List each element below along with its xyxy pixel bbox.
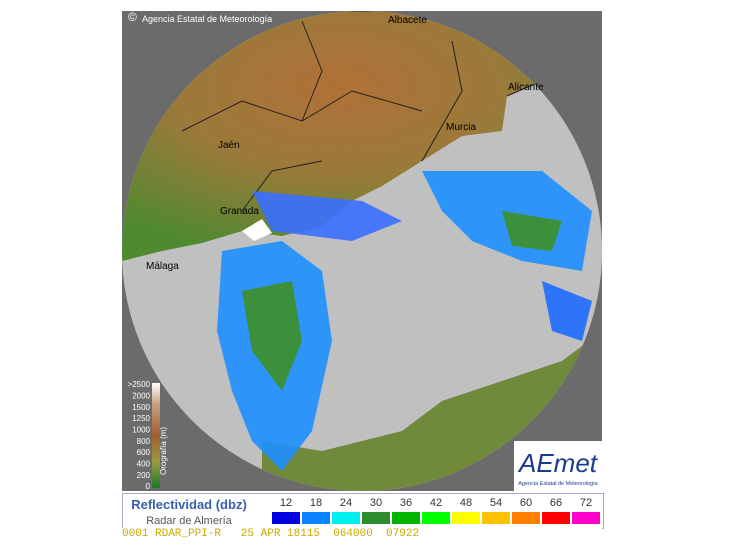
- legend-subtitle: Radar de Almería: [146, 515, 232, 527]
- level-label: 18: [310, 497, 322, 509]
- legend-svg: Reflectividad (dbz) Radar de Almería 12 1…: [131, 497, 600, 527]
- level-swatch: [392, 512, 420, 524]
- elevation-tick: 800: [137, 437, 151, 446]
- elevation-bar: [152, 383, 160, 488]
- logo-box: [514, 441, 602, 491]
- level-label: 42: [430, 497, 442, 509]
- city-label: Málaga: [146, 261, 179, 272]
- level-label: 24: [340, 497, 352, 509]
- level-label: 12: [280, 497, 292, 509]
- logo-brand: AEmet: [517, 448, 599, 478]
- level-swatch: [272, 512, 300, 524]
- city-label: Murcia: [446, 122, 476, 133]
- iberia-land: [122, 11, 602, 261]
- level-swatch: [302, 512, 330, 524]
- city-label: Albacete: [388, 15, 427, 26]
- level-label: 30: [370, 497, 382, 509]
- elevation-tick: 1000: [132, 425, 150, 434]
- elevation-tick: >2500: [128, 380, 151, 389]
- city-label: Granada: [220, 206, 259, 217]
- elevation-tick: 0: [146, 482, 151, 491]
- radar-map: © Agencia Estatal de Meteorología Albace…: [122, 11, 602, 491]
- level-label: 60: [520, 497, 532, 509]
- level-swatch: [482, 512, 510, 524]
- elevation-tick: 400: [137, 459, 151, 468]
- level-label: 36: [400, 497, 412, 509]
- snow-peaks: [242, 219, 272, 241]
- level-swatch: [452, 512, 480, 524]
- level-swatch: [512, 512, 540, 524]
- level-label: 72: [580, 497, 592, 509]
- precipitation: [217, 171, 592, 471]
- level-label: 66: [550, 497, 562, 509]
- level-swatch: [542, 512, 570, 524]
- reflectivity-legend: Reflectividad (dbz) Radar de Almería 12 1…: [122, 493, 604, 529]
- city-label: Jaén: [218, 140, 240, 151]
- level-swatch: [362, 512, 390, 524]
- copyright: Agencia Estatal de Meteorología: [142, 14, 272, 24]
- level-label: 48: [460, 497, 472, 509]
- city-label: Alicante: [508, 82, 544, 93]
- copyright-symbol: ©: [128, 11, 137, 24]
- elevation-title: Orografía (m): [159, 427, 168, 475]
- level-swatch: [332, 512, 360, 524]
- level-label: 54: [490, 497, 502, 509]
- status-line: 0001 RDAR_PPI-R 25 APR 18115 064000 0792…: [122, 528, 602, 541]
- elevation-tick: 1500: [132, 403, 150, 412]
- legend-title: Reflectividad (dbz): [131, 497, 247, 512]
- levels: 12 18 24 30 36 42 48 54 60 66 72: [272, 497, 600, 524]
- elevation-tick: 200: [137, 471, 151, 480]
- level-swatch: [572, 512, 600, 524]
- map-disc: [122, 11, 602, 491]
- elevation-tick: 1250: [132, 414, 150, 423]
- level-swatch: [422, 512, 450, 524]
- elevation-tick: 600: [137, 448, 151, 457]
- elevation-tick: 2000: [132, 391, 150, 400]
- logo-subtitle: Agencia Estatal de Meteorología: [518, 481, 598, 487]
